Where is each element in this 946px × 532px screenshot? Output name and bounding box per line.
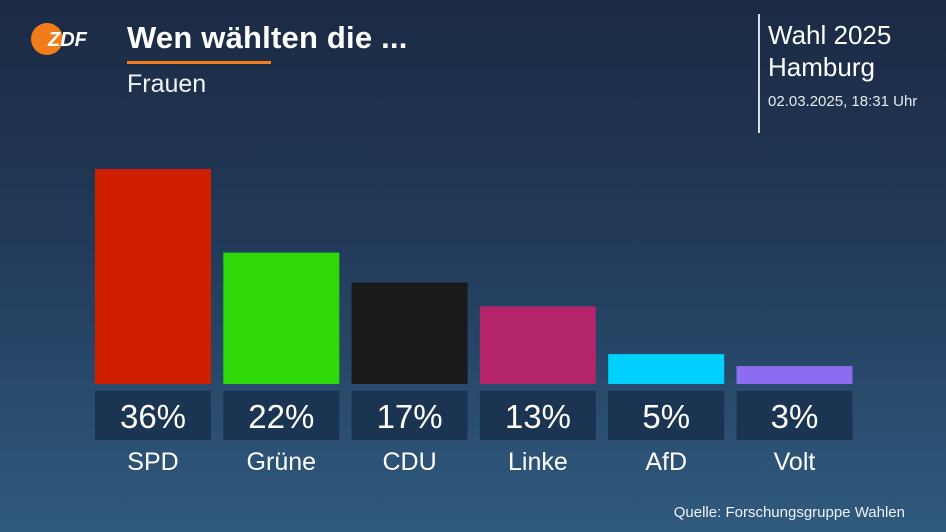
- bar-spd: [95, 169, 211, 384]
- value-label-cdu: 17%: [377, 398, 443, 435]
- election-name: Wahl 2025: [768, 20, 892, 50]
- zdf-logo-text: ZDF: [47, 29, 88, 51]
- value-box-gr-ne: [223, 391, 340, 440]
- bar-cdu: [351, 282, 468, 384]
- value-label-volt: 3%: [771, 398, 819, 435]
- value-box-volt: [736, 391, 853, 440]
- bar-afd: [608, 354, 725, 384]
- category-label-linke: Linke: [508, 448, 568, 476]
- zdf-logo: ZDF: [30, 22, 94, 56]
- chart-subtitle: Frauen: [127, 70, 207, 98]
- info-divider: [758, 14, 760, 133]
- election-region: Hamburg: [768, 52, 875, 82]
- value-label-gr-ne: 22%: [248, 398, 314, 435]
- value-label-linke: 13%: [505, 398, 571, 435]
- timestamp: 02.03.2025, 18:31 Uhr: [768, 93, 918, 110]
- value-box-linke: [479, 391, 596, 440]
- value-label-spd: 36%: [120, 398, 186, 435]
- bar-linke: [479, 306, 596, 384]
- bar-volt: [736, 366, 853, 384]
- category-label-cdu: CDU: [383, 448, 437, 476]
- chart-title: Wen wählten die ...: [127, 20, 408, 55]
- category-label-spd: SPD: [127, 448, 178, 476]
- category-label-gr-ne: Grüne: [247, 448, 316, 476]
- value-label-afd: 5%: [642, 398, 690, 435]
- source-note: Quelle: Forschungsgruppe Wahlen: [673, 504, 905, 521]
- bar-gr-ne: [223, 252, 340, 384]
- value-box-afd: [608, 391, 725, 440]
- category-label-volt: Volt: [774, 448, 816, 476]
- value-box-cdu: [351, 391, 468, 440]
- category-label-afd: AfD: [645, 448, 687, 476]
- value-box-spd: [95, 391, 211, 440]
- title-underline: [127, 61, 271, 64]
